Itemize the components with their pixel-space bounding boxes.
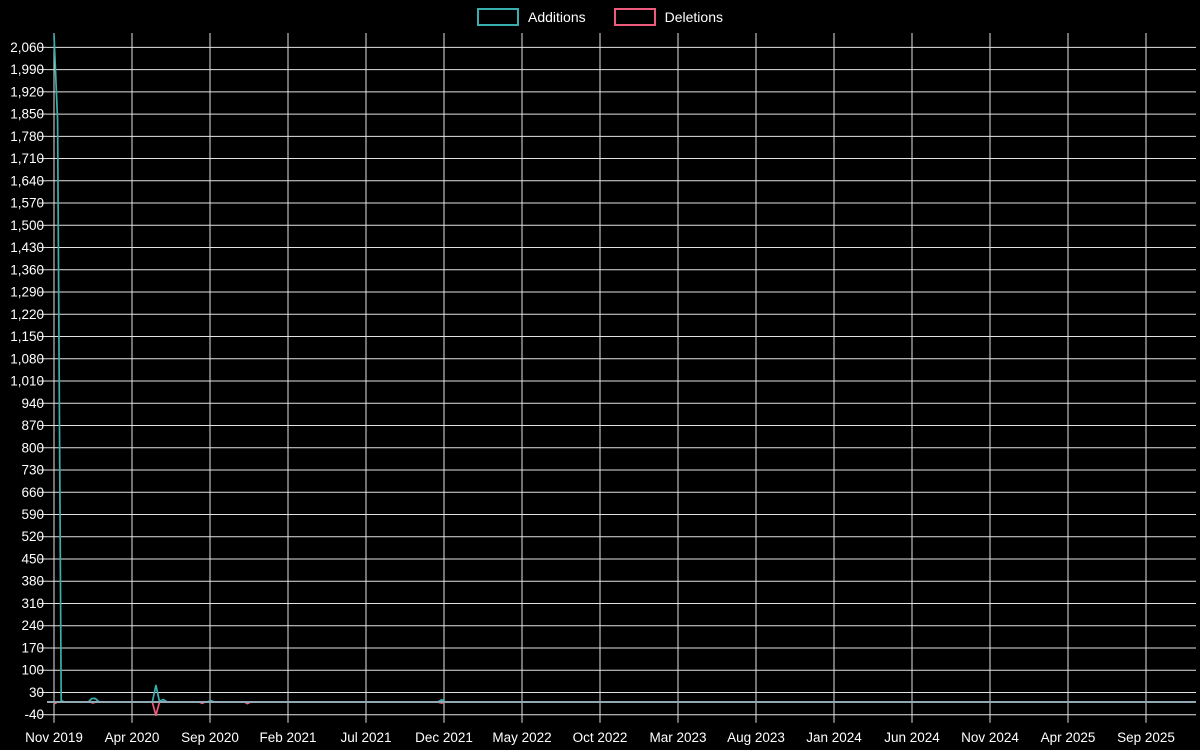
additions-swatch-icon [477,8,520,26]
y-axis-tick-label: 2,060 [10,40,44,55]
y-axis-tick-label: 940 [21,396,44,411]
x-axis-tick-label: Jan 2024 [806,730,862,745]
x-axis-tick-label: Oct 2022 [573,730,628,745]
x-axis-tick-label: Nov 2024 [961,730,1019,745]
y-axis-tick-label: 1,990 [10,62,44,77]
y-axis-tick-label: 1,570 [10,196,44,211]
x-axis-tick-label: Apr 2020 [105,730,160,745]
legend-item-additions[interactable]: Additions [477,8,586,26]
deletions-swatch-icon [613,8,656,26]
x-axis-tick-label: Jun 2024 [884,730,940,745]
y-axis-tick-label: 590 [21,507,44,522]
y-axis-tick-label: 1,710 [10,151,44,166]
y-axis-tick-label: 520 [21,529,44,544]
x-axis-tick-label: Mar 2023 [649,730,706,745]
y-axis-tick-label: 1,640 [10,173,44,188]
y-axis-tick-label: 450 [21,551,44,566]
y-axis-tick-label: 240 [21,618,44,633]
y-axis-tick-label: 1,150 [10,329,44,344]
y-axis-tick-label: 310 [21,596,44,611]
y-axis-tick-label: 1,780 [10,129,44,144]
chart-legend: Additions Deletions [0,8,1200,26]
y-axis-tick-label: 1,290 [10,285,44,300]
y-axis-tick-label: 1,010 [10,374,44,389]
legend-label-deletions: Deletions [664,9,723,25]
x-axis-tick-label: May 2022 [492,730,551,745]
legend-label-additions: Additions [528,9,586,25]
y-axis-tick-label: 170 [21,640,44,655]
y-axis-tick-label: 100 [21,663,44,678]
y-axis-tick-label: 30 [29,685,44,700]
y-axis-tick-label: 1,850 [10,107,44,122]
y-axis-tick-label: 1,220 [10,307,44,322]
x-axis-tick-label: Jul 2021 [340,730,391,745]
y-axis-tick-label: 800 [21,440,44,455]
y-axis-tick-label: 1,920 [10,84,44,99]
y-axis-tick-label: 1,360 [10,262,44,277]
x-axis-tick-label: Apr 2025 [1041,730,1096,745]
y-axis-tick-label: 730 [21,463,44,478]
x-axis-tick-label: Nov 2019 [25,730,83,745]
legend-item-deletions[interactable]: Deletions [613,8,723,26]
x-axis-tick-label: Aug 2023 [727,730,785,745]
y-axis-tick-label: -40 [24,707,44,722]
y-axis-tick-label: 870 [21,418,44,433]
y-axis-tick-label: 660 [21,485,44,500]
x-axis-tick-label: Feb 2021 [259,730,316,745]
x-axis-tick-label: Sep 2025 [1117,730,1175,745]
y-axis-tick-label: 1,430 [10,240,44,255]
y-axis-tick-label: 380 [21,574,44,589]
y-axis-tick-label: 1,500 [10,218,44,233]
plot-area[interactable] [47,33,1196,715]
y-axis-tick-label: 1,080 [10,351,44,366]
x-axis-tick-label: Sep 2020 [181,730,239,745]
x-axis-tick-label: Dec 2021 [415,730,473,745]
